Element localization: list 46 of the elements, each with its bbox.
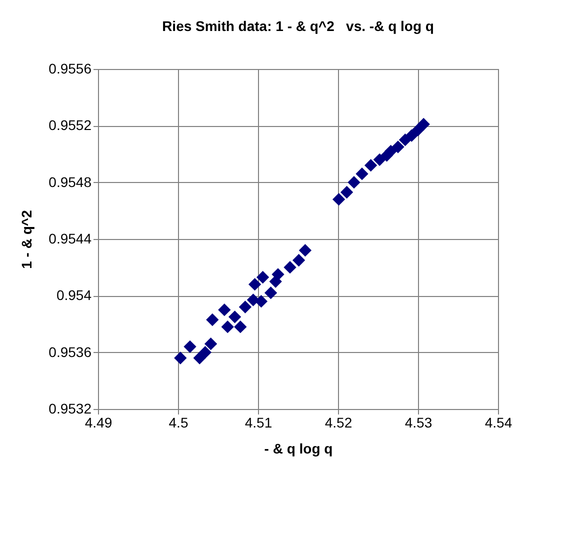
y-tick-label: 0.9532 [48, 400, 92, 416]
point [384, 144, 398, 158]
y-tick-label: 0.9548 [48, 174, 92, 190]
point [332, 193, 346, 206]
point [238, 300, 252, 314]
point [373, 153, 386, 166]
point [298, 244, 312, 257]
point [284, 261, 296, 274]
x-tick-label: 4.5 [168, 414, 188, 430]
x-tick-label: 4.52 [324, 414, 352, 430]
point [254, 295, 268, 308]
point [221, 320, 234, 334]
chart-title: Ries Smith data: 1 - & q^2 vs. -& q log q [162, 18, 434, 34]
y-axis-title: 1 - & q^2 [18, 210, 35, 269]
point [356, 168, 368, 180]
point [193, 352, 206, 364]
point [206, 313, 219, 326]
point [364, 159, 378, 172]
point [256, 270, 270, 284]
y-tick-label: 0.9556 [48, 60, 92, 76]
x-tick-label: 4.51 [244, 414, 272, 430]
y-tick-label: 0.9536 [48, 344, 92, 360]
point [272, 268, 284, 281]
point [412, 124, 424, 136]
point [264, 286, 278, 300]
point [417, 118, 430, 131]
point [184, 340, 196, 353]
point [228, 310, 242, 324]
point [174, 352, 187, 364]
point [405, 129, 418, 142]
point [204, 338, 218, 350]
x-tick-label: 4.53 [404, 414, 432, 430]
point [340, 186, 354, 199]
y-tick-label: 0.954 [56, 287, 92, 304]
point [218, 304, 231, 316]
point [392, 140, 404, 154]
y-tick-label: 0.9552 [48, 117, 92, 134]
point [292, 254, 306, 267]
point [198, 346, 212, 359]
point [348, 176, 360, 189]
point [248, 278, 262, 291]
x-tick-label: 4.49 [84, 414, 112, 430]
x-axis-title: - & q log q [264, 440, 333, 456]
y-tick-label: 0.9544 [48, 230, 92, 246]
point [234, 320, 247, 334]
x-tick-label: 4.54 [484, 414, 512, 430]
